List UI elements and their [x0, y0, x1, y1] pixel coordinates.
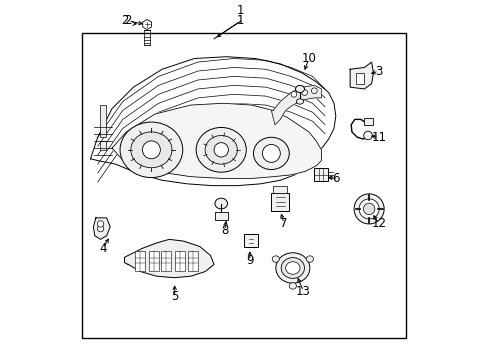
Polygon shape: [90, 57, 335, 186]
Polygon shape: [142, 19, 151, 30]
Bar: [135, 251, 145, 270]
Bar: [364, 118, 373, 125]
Circle shape: [97, 221, 103, 227]
Text: 2: 2: [121, 14, 128, 27]
Text: 11: 11: [370, 131, 386, 144]
Bar: [148, 251, 158, 270]
Ellipse shape: [289, 283, 296, 289]
Bar: [273, 186, 287, 193]
Circle shape: [290, 91, 296, 97]
Circle shape: [301, 90, 307, 95]
Ellipse shape: [120, 122, 183, 177]
Circle shape: [262, 144, 280, 162]
Circle shape: [142, 141, 160, 159]
Ellipse shape: [196, 127, 246, 172]
Ellipse shape: [305, 256, 313, 262]
Ellipse shape: [295, 85, 304, 93]
Ellipse shape: [275, 253, 309, 283]
Text: 8: 8: [221, 224, 228, 237]
Ellipse shape: [285, 262, 300, 274]
Bar: [100, 105, 106, 137]
Text: 7: 7: [280, 217, 287, 230]
Ellipse shape: [296, 99, 303, 104]
Circle shape: [363, 203, 374, 215]
Bar: [187, 251, 198, 270]
Text: 12: 12: [370, 217, 386, 230]
Circle shape: [358, 199, 378, 219]
Polygon shape: [349, 62, 373, 89]
Ellipse shape: [272, 256, 279, 262]
Polygon shape: [112, 103, 321, 179]
Text: 2: 2: [124, 14, 132, 27]
Ellipse shape: [253, 137, 289, 170]
Bar: [314, 168, 327, 181]
Ellipse shape: [215, 198, 227, 209]
Text: 9: 9: [245, 254, 253, 267]
Bar: [81, 33, 405, 338]
Circle shape: [363, 131, 371, 140]
Ellipse shape: [204, 135, 237, 164]
Circle shape: [353, 194, 384, 224]
Polygon shape: [124, 239, 214, 278]
Text: 3: 3: [374, 64, 382, 77]
Text: 4: 4: [99, 242, 106, 255]
Bar: [214, 212, 227, 220]
Bar: [271, 193, 289, 211]
Bar: [100, 141, 106, 150]
Text: 6: 6: [331, 172, 339, 185]
Text: 5: 5: [171, 290, 178, 303]
Polygon shape: [93, 218, 110, 239]
Bar: [355, 73, 364, 84]
Circle shape: [214, 143, 228, 157]
Text: 10: 10: [301, 52, 316, 65]
Bar: [161, 251, 171, 270]
Ellipse shape: [281, 258, 304, 278]
Ellipse shape: [131, 132, 172, 168]
Bar: [174, 251, 184, 270]
Text: 1: 1: [237, 4, 244, 17]
Circle shape: [311, 88, 317, 94]
Text: 13: 13: [296, 285, 310, 298]
Polygon shape: [271, 85, 321, 125]
Circle shape: [97, 225, 103, 232]
Bar: [244, 234, 258, 247]
Text: 1: 1: [237, 14, 244, 27]
